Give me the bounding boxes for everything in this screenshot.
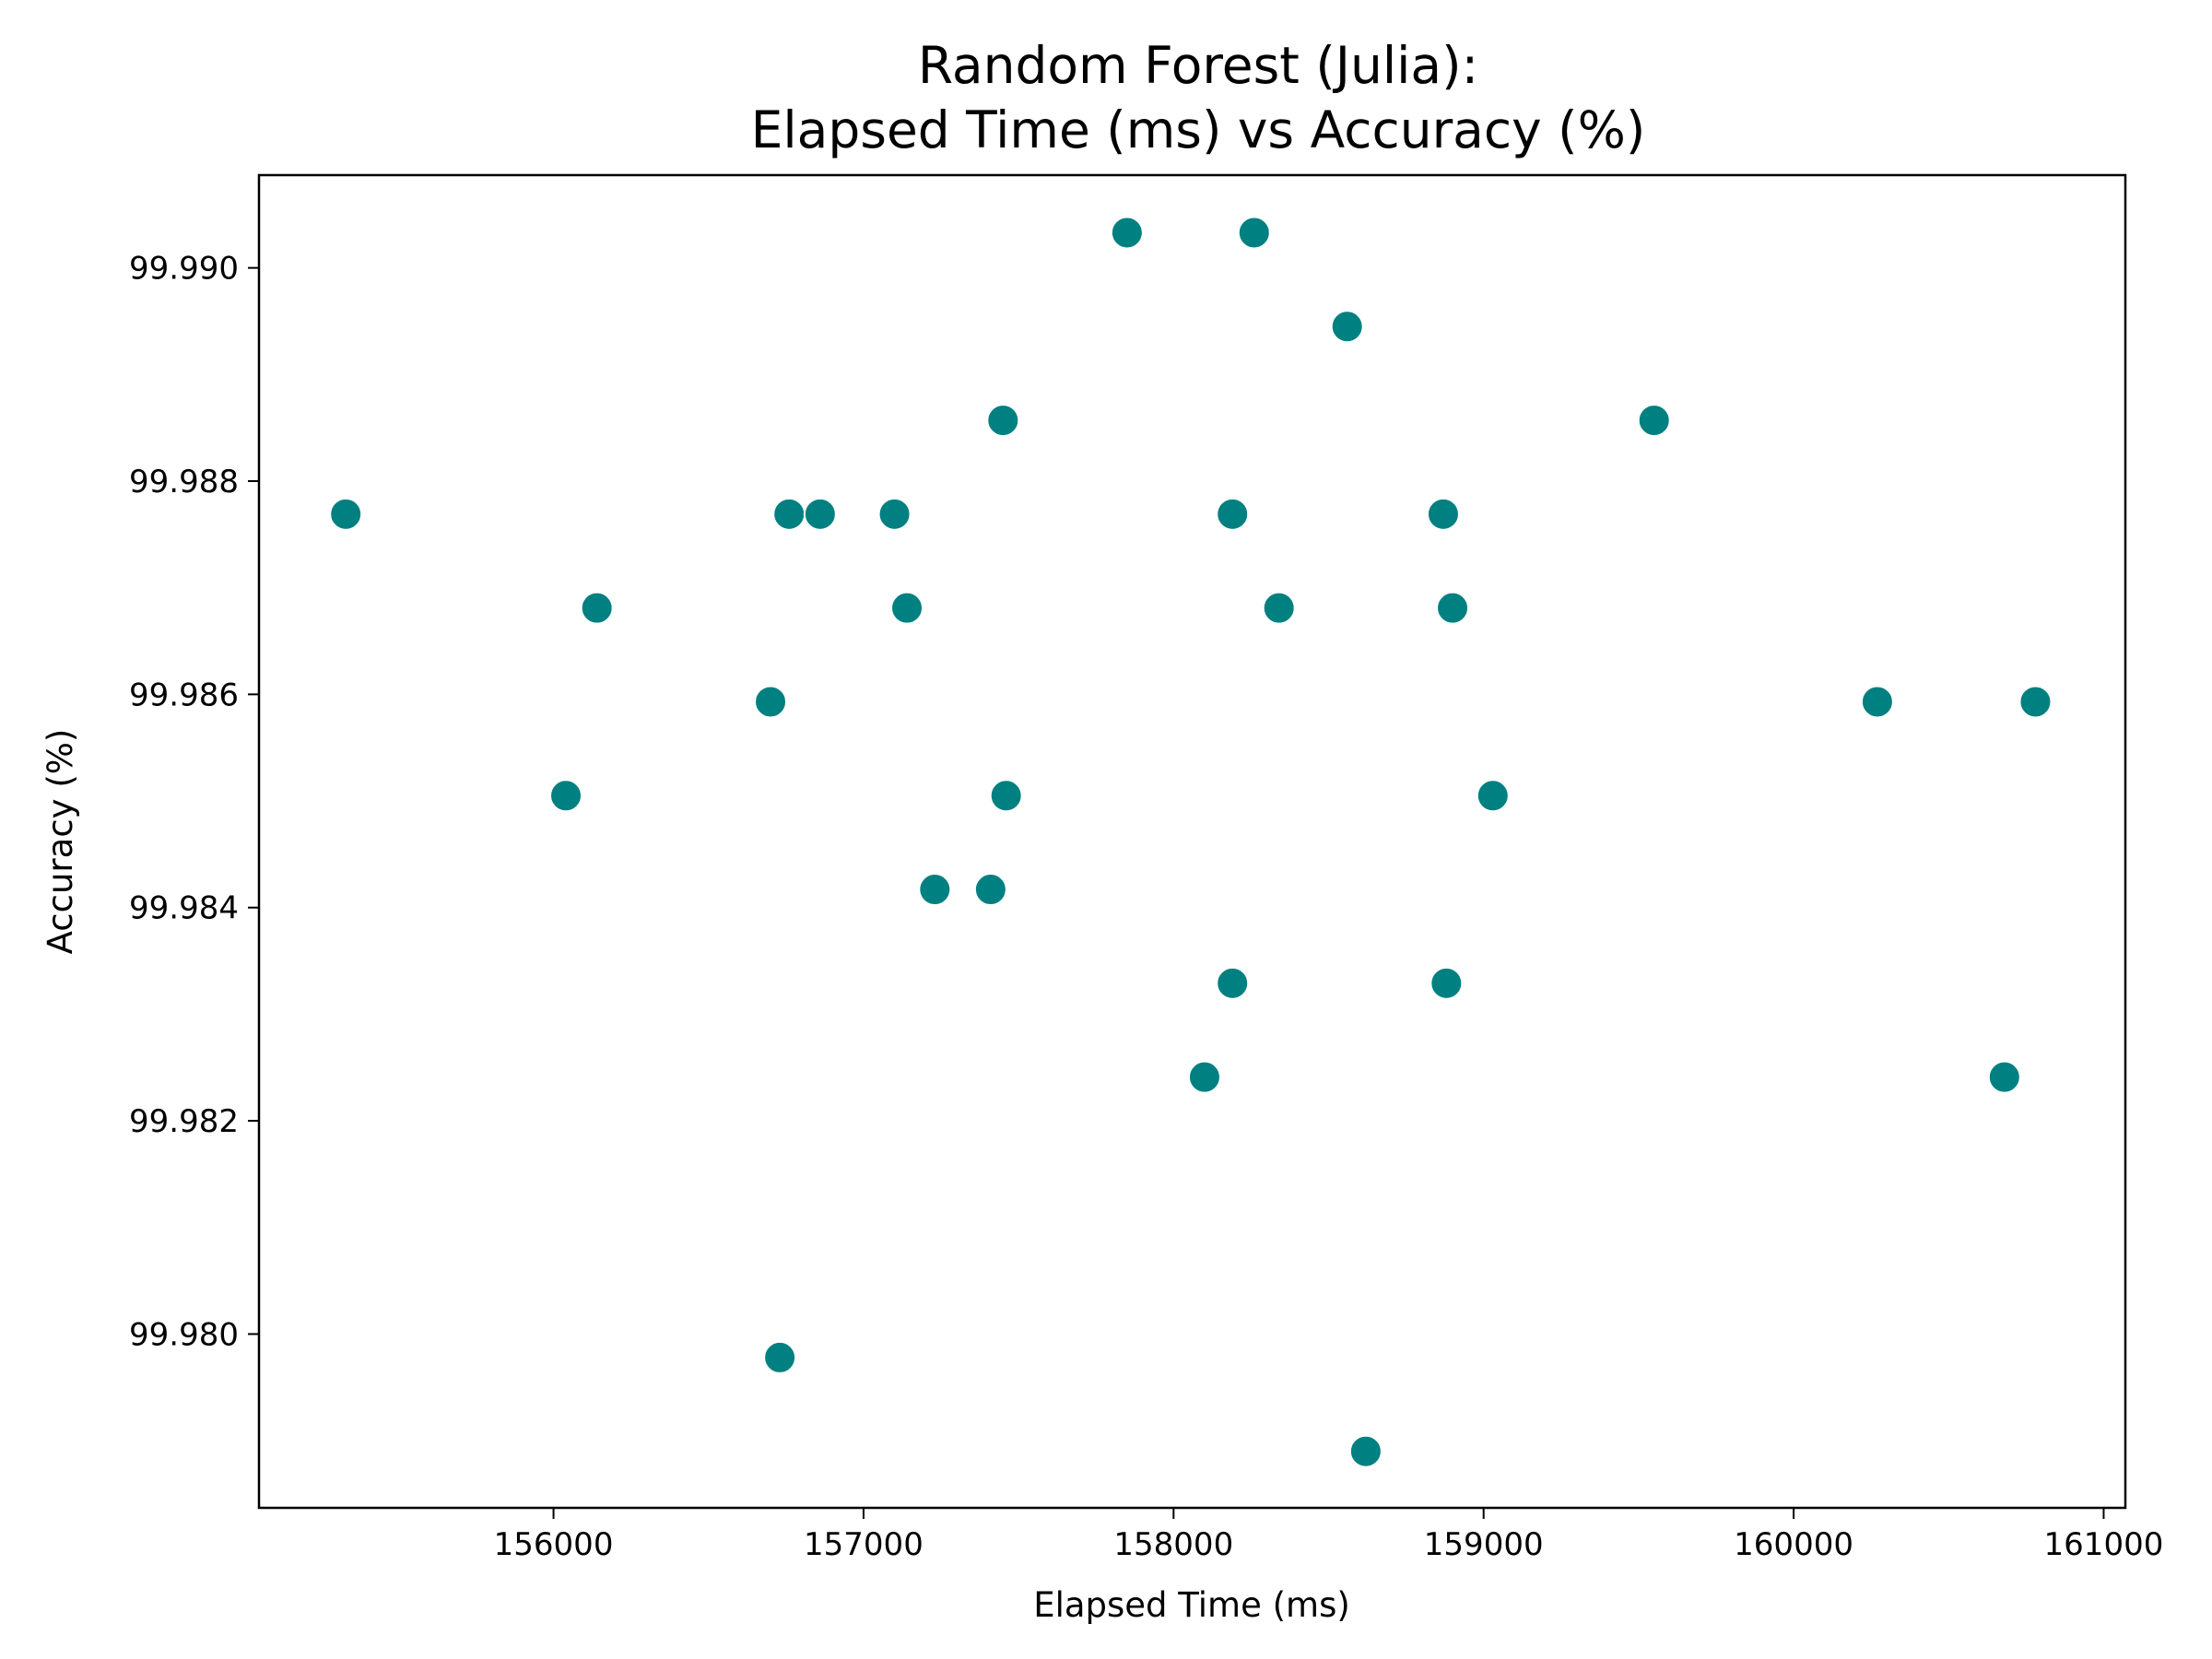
scatter-point xyxy=(580,591,614,625)
plot-frame xyxy=(257,173,2127,1510)
chart-title-line1: Random Forest (Julia): xyxy=(918,36,1478,95)
y-tick-label: 99.982 xyxy=(129,1103,239,1140)
scatter-point xyxy=(772,497,806,531)
scatter-point xyxy=(1637,404,1671,438)
x-tick-label: 159000 xyxy=(1424,1526,1544,1563)
scatter-point xyxy=(1237,216,1271,250)
scatter-point xyxy=(1430,966,1464,1000)
scatter-point xyxy=(1216,966,1250,1000)
x-tick-label: 161000 xyxy=(2044,1526,2164,1563)
scatter-point xyxy=(877,497,912,531)
x-axis-ticks: 156000 157000 158000 159000 160000 161000 xyxy=(494,1508,2164,1563)
scatter-point xyxy=(549,779,583,813)
y-tick-label: 99.984 xyxy=(129,890,239,927)
scatter-point xyxy=(1436,591,1470,625)
x-axis-label: Elapsed Time (ms) xyxy=(1033,1585,1350,1625)
scatter-point xyxy=(754,685,788,719)
scatter-point xyxy=(1330,310,1364,344)
scatter-point xyxy=(986,404,1020,438)
scatter-point xyxy=(918,873,952,907)
scatter-point xyxy=(890,591,924,625)
y-axis-ticks: 99.980 99.982 99.984 99.986 99.988 99.990 xyxy=(129,251,259,1353)
x-tick-label: 156000 xyxy=(494,1526,614,1563)
scatter-point xyxy=(763,1340,797,1374)
scatter-point xyxy=(989,779,1023,813)
y-tick-label: 99.980 xyxy=(129,1316,239,1353)
scatter-point xyxy=(803,497,837,531)
scatter-point xyxy=(1110,216,1144,250)
scatter-point xyxy=(1187,1060,1221,1094)
scatter-point xyxy=(1216,497,1250,531)
chart-title-line2: Elapsed Time (ms) vs Accuracy (%) xyxy=(751,100,1646,159)
scatter-point xyxy=(1262,591,1296,625)
x-tick-label: 158000 xyxy=(1113,1526,1233,1563)
scatter-point xyxy=(2018,685,2053,719)
scatter-point xyxy=(329,497,363,531)
y-tick-label: 99.986 xyxy=(129,677,239,713)
scatter-point xyxy=(1426,497,1460,531)
scatter-point xyxy=(1476,779,1510,813)
x-tick-label: 160000 xyxy=(1734,1526,1853,1563)
y-axis-label: Accuracy (%) xyxy=(41,729,80,955)
y-tick-label: 99.988 xyxy=(129,464,239,500)
scatter-point xyxy=(973,873,1007,907)
scatter-point xyxy=(1348,1434,1382,1468)
scatter-point xyxy=(1860,685,1894,719)
x-tick-label: 157000 xyxy=(804,1526,924,1563)
y-tick-label: 99.990 xyxy=(129,251,239,288)
scatter-points xyxy=(329,216,2053,1468)
scatter-point xyxy=(1987,1060,2021,1094)
